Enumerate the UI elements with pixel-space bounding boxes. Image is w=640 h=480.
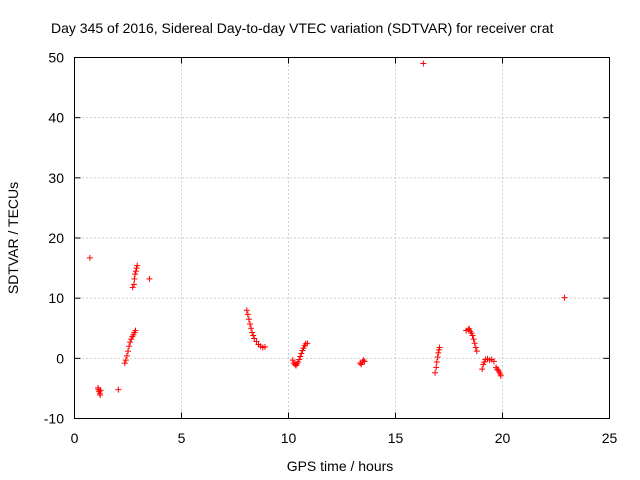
x-tick-label: 15 bbox=[388, 430, 404, 446]
data-point bbox=[125, 348, 131, 355]
data-points bbox=[86, 60, 568, 399]
data-point bbox=[131, 275, 138, 282]
data-point bbox=[420, 60, 427, 67]
data-point bbox=[250, 332, 257, 339]
x-axis-ticks: 0 5 10 15 20 25 bbox=[71, 57, 618, 446]
data-point bbox=[249, 329, 256, 336]
data-point bbox=[132, 271, 139, 278]
data-point bbox=[97, 387, 104, 394]
data-point bbox=[127, 339, 134, 346]
data-point bbox=[251, 335, 258, 342]
y-tick-label: 40 bbox=[48, 110, 64, 126]
x-tick-label: 25 bbox=[602, 430, 618, 446]
data-point bbox=[490, 358, 497, 365]
x-tick-label: 20 bbox=[495, 430, 511, 446]
data-point bbox=[497, 372, 504, 379]
data-point bbox=[561, 294, 568, 301]
x-tick-label: 5 bbox=[178, 430, 186, 446]
y-tick-label: 50 bbox=[48, 50, 64, 66]
x-axis-label: GPS time / hours bbox=[287, 458, 394, 474]
data-point bbox=[253, 338, 260, 345]
data-point bbox=[132, 268, 139, 275]
x-tick-label: 0 bbox=[71, 430, 79, 446]
data-point bbox=[479, 366, 486, 373]
data-point bbox=[469, 332, 476, 339]
data-point bbox=[297, 353, 304, 360]
data-point bbox=[304, 340, 311, 347]
y-tick-label: 30 bbox=[48, 170, 64, 186]
data-point bbox=[261, 343, 268, 350]
data-point bbox=[361, 358, 368, 365]
data-point bbox=[132, 327, 139, 334]
data-point bbox=[436, 344, 443, 351]
data-point bbox=[243, 307, 250, 314]
data-point bbox=[245, 316, 252, 323]
y-axis-ticks: -10 0 10 20 30 40 50 bbox=[44, 50, 610, 427]
y-tick-label: 20 bbox=[48, 230, 64, 246]
data-point bbox=[296, 356, 303, 363]
chart-title: Day 345 of 2016, Sidereal Day-to-day VTE… bbox=[51, 20, 553, 36]
data-point bbox=[246, 321, 253, 328]
y-tick-label: 0 bbox=[56, 350, 64, 366]
data-point bbox=[360, 357, 367, 364]
data-point bbox=[472, 344, 479, 351]
data-point bbox=[473, 348, 480, 355]
grid-lines bbox=[74, 57, 610, 419]
data-point bbox=[134, 262, 141, 269]
data-point bbox=[298, 350, 305, 357]
data-point bbox=[435, 349, 442, 356]
data-point bbox=[432, 369, 439, 376]
data-point bbox=[433, 364, 440, 371]
data-point bbox=[434, 354, 441, 361]
x-tick-label: 10 bbox=[281, 430, 297, 446]
data-point bbox=[248, 325, 255, 332]
data-point bbox=[433, 358, 440, 365]
data-point bbox=[289, 357, 296, 364]
data-point bbox=[494, 366, 501, 373]
y-axis-label: SDTVAR / TECUs bbox=[5, 182, 21, 294]
data-point bbox=[130, 281, 137, 288]
data-point bbox=[470, 336, 477, 343]
y-tick-label: 10 bbox=[48, 290, 64, 306]
data-point bbox=[244, 311, 251, 318]
data-point bbox=[129, 284, 136, 291]
data-point bbox=[123, 352, 130, 359]
data-point bbox=[471, 340, 478, 347]
data-point bbox=[126, 343, 133, 350]
data-point bbox=[121, 360, 128, 367]
data-point bbox=[86, 254, 93, 261]
data-point bbox=[146, 275, 153, 282]
data-point bbox=[115, 386, 122, 393]
data-point bbox=[122, 357, 129, 364]
y-tick-label: -10 bbox=[44, 411, 64, 427]
